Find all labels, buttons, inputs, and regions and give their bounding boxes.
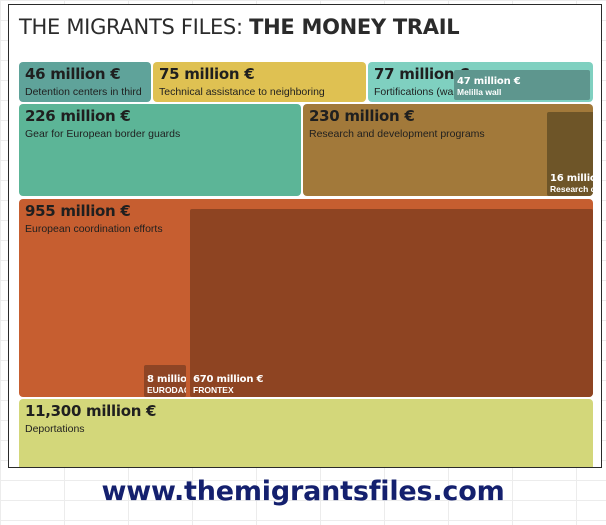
footer-url[interactable]: www.themigrantsfiles.com [101,476,505,507]
tile-fortifications[interactable]: 77 million € Fortifications (walls) 47 m… [368,62,593,102]
tile-detention[interactable]: 46 million € Detention centers in third [19,62,151,102]
tile-research-small[interactable]: 16 million Research c [547,112,593,196]
tile-label: Deportations [25,423,85,435]
tile-amount: 226 million € [25,107,131,125]
tile-gear[interactable]: 226 million € Gear for European border g… [19,104,301,196]
tile-research-dev[interactable]: 230 million € Research and development p… [303,104,593,196]
tile-amount: 230 million € [309,107,415,125]
tile-technical[interactable]: 75 million € Technical assistance to nei… [153,62,366,102]
tile-amount: 75 million € [159,65,255,83]
tile-label: Fortifications (walls) [374,86,467,98]
tile-label: EURODAC [147,385,186,395]
tile-amount: 11,300 million € [25,402,157,420]
title-prefix: THE MIGRANTS FILES: [19,15,250,39]
tile-amount: 16 million [550,173,593,184]
tile-melilla[interactable]: 47 million € Melilla wall [454,70,590,100]
tile-amount: 955 million € [25,202,131,220]
tile-label: Research c [550,184,593,194]
tile-amount: 47 million € [457,76,521,87]
tile-coordination[interactable]: 955 million € European coordination effo… [19,199,593,397]
chart-title: THE MIGRANTS FILES: THE MONEY TRAIL [19,15,460,39]
tile-amount: 8 million [147,374,186,385]
tile-frontex[interactable]: 670 million € FRONTEX [190,209,593,397]
tile-label: Technical assistance to neighboring [159,86,325,98]
tile-label: Research and development programs [309,128,485,140]
tile-label: FRONTEX [193,385,234,395]
tile-label: Gear for European border guards [25,128,181,140]
tile-amount: 77 million € [374,65,470,83]
treemap-card: THE MIGRANTS FILES: THE MONEY TRAIL 46 m… [8,4,602,468]
tile-amount: 46 million € [25,65,121,83]
tile-label: Detention centers in third [25,86,142,98]
tile-label: European coordination efforts [25,223,163,235]
title-main: THE MONEY TRAIL [249,15,460,39]
tile-eurodac[interactable]: 8 million EURODAC [144,365,186,397]
tile-deportations[interactable]: 11,300 million € Deportations [19,399,593,467]
tile-label: Melilla wall [457,87,502,97]
tile-amount: 670 million € [193,374,264,385]
